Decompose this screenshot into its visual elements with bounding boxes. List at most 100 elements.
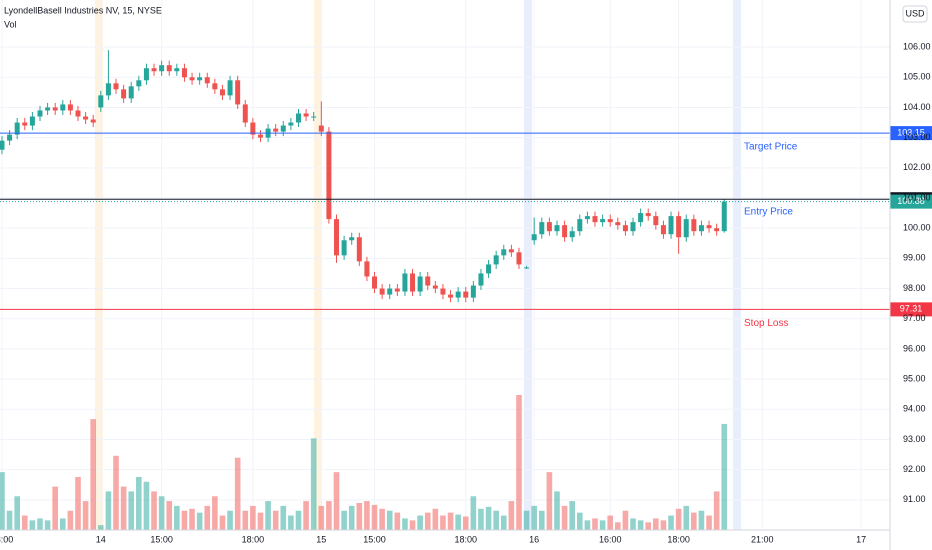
volume-bar	[113, 455, 119, 530]
candle-body	[98, 95, 104, 108]
candle-body	[448, 294, 454, 298]
volume-bar	[394, 512, 401, 530]
volume-bar	[98, 525, 104, 530]
candle-body	[394, 288, 400, 292]
volume-bar	[242, 510, 249, 530]
session-highlight	[95, 0, 103, 530]
candle-body	[539, 222, 545, 235]
candle-body	[204, 77, 210, 84]
y-tick-label: 94.00	[903, 404, 926, 414]
volume-bar	[447, 512, 454, 530]
candle-body	[52, 107, 58, 111]
candle-body	[600, 219, 606, 223]
candle-body	[546, 222, 552, 232]
volume-bar	[181, 510, 188, 530]
candle-body	[470, 285, 476, 298]
volume-bar	[721, 423, 728, 530]
chart-title: LyondellBasell Industries NV, 15, NYSE	[4, 5, 162, 15]
volume-bar	[675, 508, 682, 530]
candle-body	[121, 89, 127, 99]
candle-body	[463, 291, 469, 298]
candle-body	[410, 273, 416, 292]
volume-bar	[333, 472, 340, 530]
volume-bar	[691, 512, 697, 530]
volume-bar	[645, 522, 652, 530]
y-tick-label: 97.00	[903, 313, 926, 323]
volume-bar	[516, 395, 522, 530]
candle-body	[630, 222, 636, 232]
volume-bar	[478, 508, 484, 530]
volume-bar	[402, 518, 408, 530]
volume-bar	[485, 506, 492, 530]
x-tick-label: 15	[316, 534, 326, 544]
y-tick-label: 101.00	[903, 192, 931, 202]
candle-body	[356, 237, 362, 262]
volume-bar	[462, 516, 469, 530]
currency-button[interactable]	[902, 5, 928, 23]
volume-bar	[592, 518, 598, 530]
y-tick-label: 105.00	[903, 72, 931, 82]
volume-bar	[356, 503, 363, 530]
level-price-label: 97.31	[900, 304, 923, 314]
candle-body	[577, 219, 583, 232]
level-name: Target Price	[744, 142, 798, 153]
candle-body	[212, 83, 218, 90]
candle-body	[334, 219, 340, 256]
candle-body	[493, 255, 499, 265]
volume-bar	[561, 505, 568, 530]
volume-bar	[668, 515, 674, 530]
level-price-tag	[890, 126, 932, 141]
currency[interactable]: USD	[905, 8, 925, 18]
volume-bar	[44, 520, 51, 530]
volume-bar	[386, 510, 393, 530]
session-highlight	[733, 0, 741, 530]
x-tick-label: 18:00	[0, 534, 13, 544]
candle-body	[698, 225, 704, 232]
candle-body	[219, 89, 225, 96]
candle-body	[143, 68, 149, 81]
y-tick-label: 96.00	[903, 343, 926, 353]
volume-bar	[288, 515, 294, 530]
candle-body	[128, 86, 134, 99]
y-tick-label: 106.00	[903, 41, 931, 51]
volume-bar	[75, 476, 81, 530]
volume-bar	[455, 514, 461, 530]
volume-bar	[538, 510, 545, 530]
candle-body	[257, 134, 263, 138]
candle-body	[524, 267, 530, 269]
candle-body	[607, 219, 613, 223]
last-price-tag	[890, 194, 932, 209]
volume-bar	[6, 510, 13, 530]
candle-body	[569, 231, 575, 238]
volume-bar	[599, 520, 606, 530]
volume-bar	[531, 505, 537, 530]
y-tick-label: 92.00	[903, 464, 926, 474]
candle-body	[508, 249, 514, 253]
candle-body	[242, 104, 248, 123]
candle-body	[516, 252, 522, 265]
candle-body	[615, 222, 621, 226]
volume-bar	[303, 501, 309, 530]
volume-bar	[60, 518, 66, 530]
volume-bar	[29, 520, 36, 530]
candle-body	[311, 116, 317, 118]
volume-bar	[212, 496, 218, 530]
volume-bar	[265, 501, 271, 530]
volume-bar	[637, 520, 644, 530]
candle-body	[90, 119, 96, 123]
last-price-label: 100.88	[897, 196, 925, 206]
candle-body	[668, 216, 674, 235]
volume-bar	[660, 520, 667, 530]
x-tick-label: 16:00	[599, 534, 622, 544]
candle-body	[7, 134, 13, 141]
volume-bar	[166, 501, 173, 530]
volume-bar	[158, 496, 165, 530]
candle-body	[280, 125, 286, 132]
candle-body	[440, 288, 446, 295]
volume-bar	[0, 472, 5, 530]
volume-bar	[318, 505, 325, 530]
volume-bar	[219, 515, 226, 530]
volume-bar	[493, 510, 499, 530]
candle-body	[227, 80, 233, 96]
